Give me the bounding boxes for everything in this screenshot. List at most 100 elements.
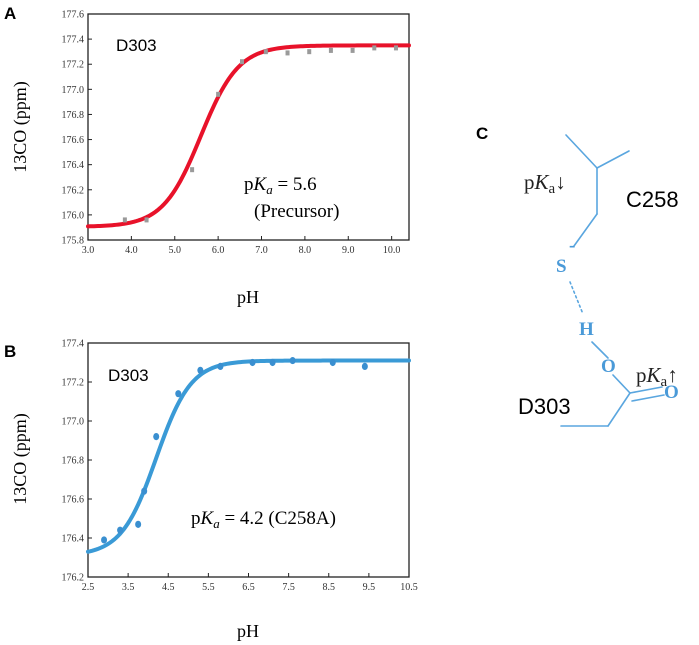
chart-a-y-ticks: 175.8 176.0 176.2 176.4 176.6 176.8 177.0 177.2… <box>62 10 92 247</box>
chart-a-y-tick-label: 175.8 <box>62 236 85 247</box>
chart-b-data-point <box>269 358 276 367</box>
chart-a-x-ticks: 3.0 4.0 5.0 6.0 7.0 8.0 9.0 10.0 <box>82 236 401 256</box>
chart-b-y-tick-label: 176.6 <box>62 495 85 506</box>
chart-b-x-tick-label: 9.5 <box>363 582 376 593</box>
bond-c-s <box>573 213 598 247</box>
chart-a-pka-note: (Precursor) <box>254 201 339 222</box>
chart-a-data-point <box>239 59 244 65</box>
chart-b-data-point <box>197 366 204 374</box>
chart-b-y-tick-label: 177.0 <box>62 417 85 428</box>
chart-b-y-tick-label: 177.2 <box>62 378 85 389</box>
chart-a-pka-p: p <box>244 174 254 195</box>
chart-b-y-tick-label: 176.4 <box>62 534 85 545</box>
chart-b-x-tick-label: 4.5 <box>162 582 175 593</box>
chart-a-data-point <box>144 217 149 223</box>
chart-b-fit-layer <box>86 358 411 554</box>
residue-label-c258: C258 <box>626 187 679 212</box>
atom-s-charge: - <box>569 235 575 256</box>
chart-a-data-point <box>216 91 221 97</box>
chart-b-data-point <box>217 362 224 370</box>
chart-a-pka-value: = 5.6 <box>273 174 317 195</box>
pka-down-arrow: ↓ <box>555 171 566 194</box>
pka-up-annotation: pKa↑ <box>636 363 678 390</box>
pka-down-k: K <box>534 170 550 194</box>
chart-a-fit-layer <box>86 43 411 229</box>
atom-o-carbonyl: O <box>664 382 679 403</box>
chart-a-x-tick-label: 4.0 <box>125 245 138 256</box>
chart-b-points <box>101 356 368 544</box>
chart-a-data-point <box>190 167 195 173</box>
chart-b-y-axis-label: 13CO (ppm) <box>10 413 31 505</box>
chart-a-data-point <box>350 47 355 53</box>
atom-s: S <box>556 256 567 277</box>
chart-a-pka-annotation: pKa = 5.6 <box>244 174 317 197</box>
chart-b-x-tick-label: 2.5 <box>82 582 95 593</box>
chart-b-data-point <box>361 362 368 370</box>
chart-b-pka-annotation: pKa = 4.2 (C258A) <box>191 508 336 531</box>
chart-b-x-tick-label: 10.5 <box>400 582 418 593</box>
chart-a-pka-k: K <box>253 174 268 195</box>
chart-b-x-tick-label: 5.5 <box>202 582 215 593</box>
chart-b: 176.2 176.4 176.6 176.8 177.0 177.2 177.4 2.5 3… <box>62 339 418 594</box>
pka-down-sub: a <box>549 181 556 197</box>
chart-a-x-tick-label: 9.0 <box>342 245 355 256</box>
chart-b-data-point <box>289 356 296 365</box>
chart-b-x-tick-label: 3.5 <box>122 582 135 593</box>
panel-letter-a: A <box>4 4 16 23</box>
molecule-diagram: S - H O O C258 D303 pKa↓ pKa↑ <box>518 134 679 427</box>
chart-b-y-tick-label: 176.8 <box>62 456 85 467</box>
chart-a-y-tick-label: 177.4 <box>62 35 85 46</box>
atom-h: H <box>579 319 594 340</box>
chart-b-pka-k: K <box>200 508 215 529</box>
chart-a-frame <box>87 13 410 241</box>
chart-b-trace-label: D303 <box>108 366 149 385</box>
chart-a-x-tick-label: 5.0 <box>169 245 182 256</box>
hydrogen-bond-dotted <box>569 281 584 315</box>
chart-a: 175.8 176.0 176.2 176.4 176.6 176.8 177.0 177.2… <box>62 10 411 256</box>
chart-b-pka-sub: a <box>213 516 220 531</box>
bond-methyl-left <box>565 134 598 169</box>
chart-b-frame <box>87 342 410 578</box>
chart-b-fit-curve <box>86 358 411 554</box>
chart-a-x-tick-label: 10.0 <box>383 245 401 256</box>
chart-b-x-axis-label: pH <box>237 621 259 641</box>
chart-a-data-point <box>285 50 290 56</box>
pka-up-p: p <box>636 363 647 387</box>
bond-h-o <box>591 341 609 359</box>
chart-a-data-point <box>372 45 377 51</box>
chart-b-x-ticks: 2.5 3.5 4.5 5.5 6.5 7.5 8.5 9.5 10.5 <box>82 573 418 593</box>
chart-a-y-tick-label: 177.0 <box>62 85 85 96</box>
bond-methyl-right <box>596 150 630 169</box>
chart-b-pka-value: = 4.2 (C258A) <box>220 508 336 529</box>
chart-b-data-point <box>175 390 182 398</box>
panel-letter-b: B <box>4 342 16 361</box>
pka-up-k: K <box>646 363 662 387</box>
chart-a-x-tick-label: 8.0 <box>299 245 312 256</box>
pka-down-p: p <box>524 170 535 194</box>
chart-b-x-tick-label: 6.5 <box>242 582 255 593</box>
atom-o-hydroxyl: O <box>601 356 616 377</box>
molecule-bonds <box>560 134 665 427</box>
chart-a-data-point <box>307 49 312 55</box>
chart-a-y-tick-label: 176.2 <box>62 185 85 196</box>
chart-a-y-tick-label: 176.8 <box>62 110 85 121</box>
chart-b-y-ticks: 176.2 176.4 176.6 176.8 177.0 177.2 177.4 <box>62 339 92 584</box>
chart-a-data-point <box>122 217 127 223</box>
chart-a-x-axis-label: pH <box>237 287 259 307</box>
chart-a-pka-sub: a <box>266 182 273 197</box>
bond-c-ch2 <box>607 392 631 427</box>
chart-b-y-tick-label: 176.2 <box>62 573 85 584</box>
chart-b-data-point <box>329 358 336 367</box>
panel-letter-c: C <box>476 124 488 143</box>
chart-b-x-tick-label: 7.5 <box>282 582 295 593</box>
chart-a-data-point <box>263 49 268 55</box>
chart-a-x-tick-label: 7.0 <box>255 245 268 256</box>
chart-b-data-point <box>141 487 148 495</box>
chart-a-y-axis-label: 13CO (ppm) <box>10 81 31 173</box>
residue-label-d303: D303 <box>518 394 571 419</box>
chart-b-data-point <box>117 526 124 534</box>
bond-c-o-double-2 <box>631 394 665 402</box>
chart-a-trace-label: D303 <box>116 36 157 55</box>
chart-a-points <box>122 45 398 223</box>
chart-a-fit-curve <box>86 43 411 229</box>
